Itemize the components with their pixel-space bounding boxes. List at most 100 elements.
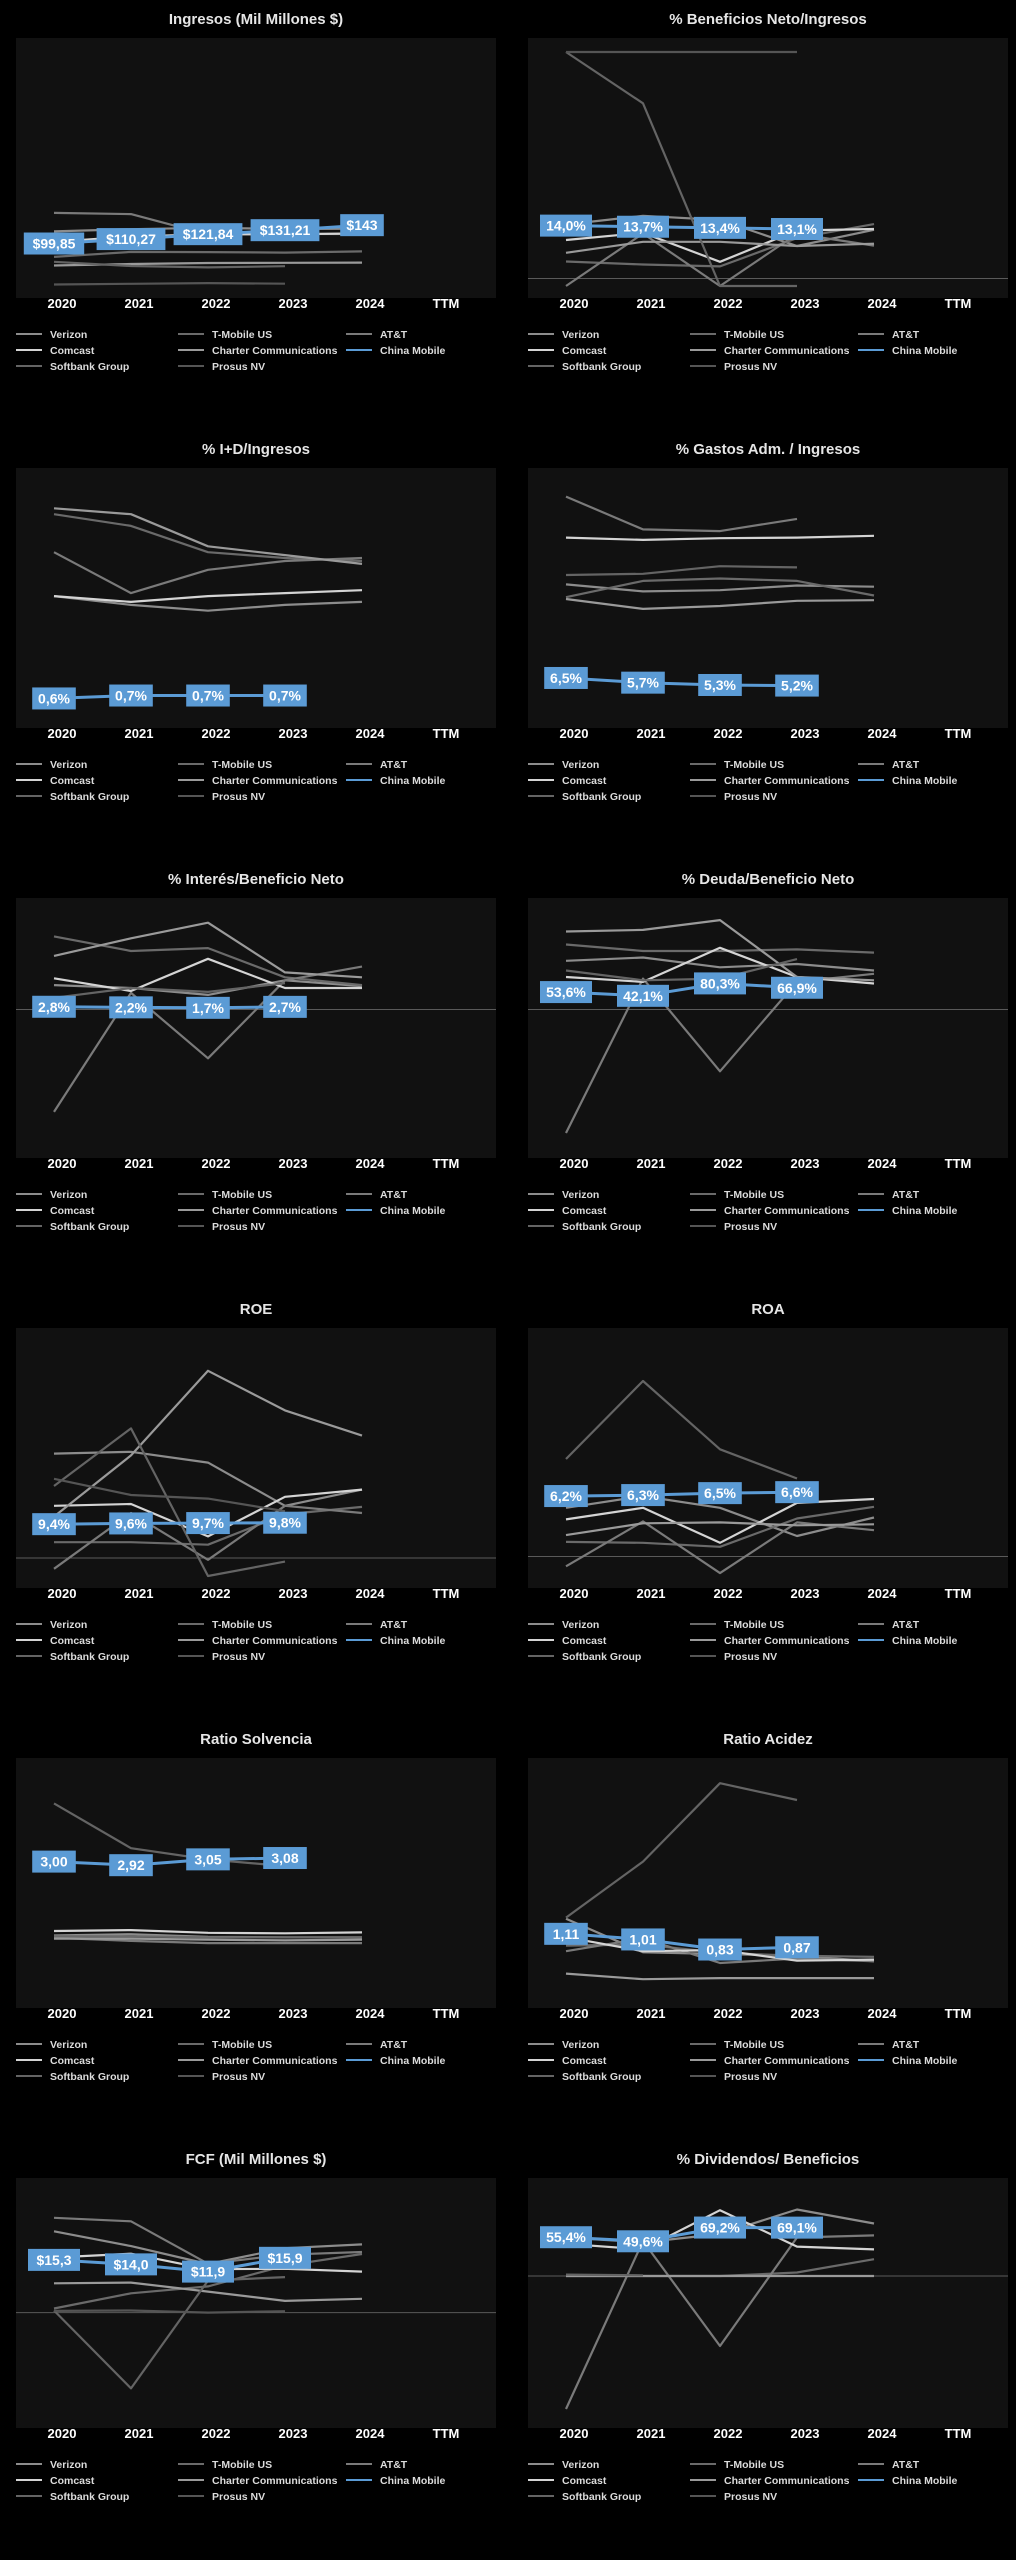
svg-text:Charter Communications: Charter Communications — [212, 1635, 338, 1647]
legend-item-t-mobile-us: T-Mobile US — [178, 2459, 272, 2471]
legend-item-comcast: Comcast — [528, 345, 607, 357]
svg-text:Softbank Group: Softbank Group — [562, 1651, 641, 1663]
svg-text:Softbank Group: Softbank Group — [50, 1651, 129, 1663]
data-label: $15,3 — [28, 2248, 80, 2271]
legend-item-at-t: AT&T — [346, 1189, 408, 1201]
legend-item-china-mobile: China Mobile — [346, 775, 445, 787]
x-tick-label: 2020 — [560, 726, 589, 741]
data-label: 9,8% — [263, 1511, 307, 1534]
data-label: 6,5% — [544, 666, 588, 689]
legend-item-at-t: AT&T — [346, 329, 408, 341]
data-label: 1,01 — [621, 1928, 665, 1951]
data-label: 9,7% — [186, 1512, 230, 1535]
svg-text:China Mobile: China Mobile — [892, 2475, 957, 2487]
svg-text:Softbank Group: Softbank Group — [562, 361, 641, 373]
data-label: 42,1% — [617, 984, 669, 1007]
svg-text:Prosus NV: Prosus NV — [212, 1651, 265, 1663]
series-line-charter-communications — [565, 240, 875, 254]
data-label: 2,2% — [109, 996, 153, 1019]
svg-text:2,8%: 2,8% — [38, 999, 70, 1015]
legend-item-softbank-group: Softbank Group — [16, 2491, 129, 2503]
svg-text:69,2%: 69,2% — [700, 2220, 740, 2236]
legend-item-t-mobile-us: T-Mobile US — [178, 1619, 272, 1631]
svg-text:Prosus NV: Prosus NV — [212, 2491, 265, 2503]
legend-item-at-t: AT&T — [858, 2459, 920, 2471]
legend-item-verizon: Verizon — [16, 759, 87, 771]
x-tick-label: 2020 — [48, 1156, 77, 1171]
legend-item-china-mobile: China Mobile — [346, 1205, 445, 1217]
data-label: $14,0 — [105, 2253, 157, 2276]
x-tick-label: 2024 — [356, 1156, 386, 1171]
series-line-china-mobile — [53, 694, 285, 700]
series-line-softbank-group — [565, 1379, 798, 1480]
chart-title: % I+D/Ingresos — [202, 441, 310, 458]
legend-item-verizon: Verizon — [528, 329, 599, 341]
svg-text:Charter Communications: Charter Communications — [724, 775, 850, 787]
svg-text:Comcast: Comcast — [562, 2055, 607, 2067]
series-line-china-mobile — [565, 224, 798, 231]
chart-panel-inter-s-beneficio-neto: % Interés/Beneficio Neto 2,8% 2,2% 1,7% 2,7%… — [6, 864, 506, 1286]
x-tick-label: 2021 — [125, 2006, 154, 2021]
series-line-softbank-group — [565, 51, 797, 288]
legend-item-at-t: AT&T — [858, 1619, 920, 1631]
legend-item-verizon: Verizon — [528, 2039, 599, 2051]
data-label: 69,1% — [771, 2216, 823, 2239]
legend-item-verizon: Verizon — [528, 2459, 599, 2471]
x-tick-label: 2024 — [356, 726, 386, 741]
chart-svg: FCF (Mil Millones $) $15,3 $14,0 $11,9 $15,9… — [16, 2151, 496, 2503]
legend-item-comcast: Comcast — [528, 775, 607, 787]
x-tick-label: 2020 — [560, 2006, 589, 2021]
series-line-softbank-group — [565, 958, 798, 982]
svg-text:Verizon: Verizon — [50, 1189, 87, 1201]
series-line-softbank-group — [53, 982, 286, 999]
svg-text:China Mobile: China Mobile — [380, 345, 445, 357]
series-line-charter-communications — [53, 1369, 363, 1518]
series-line-china-mobile — [565, 981, 798, 998]
svg-text:T-Mobile US: T-Mobile US — [212, 2039, 272, 2051]
plot-area — [528, 38, 1008, 298]
svg-text:T-Mobile US: T-Mobile US — [724, 1619, 784, 1631]
legend-item-china-mobile: China Mobile — [858, 1205, 957, 1217]
data-label: 0,7% — [186, 684, 230, 707]
legend-item-china-mobile: China Mobile — [346, 2475, 445, 2487]
svg-text:Verizon: Verizon — [50, 759, 87, 771]
svg-text:5,7%: 5,7% — [627, 675, 659, 691]
legend-item-verizon: Verizon — [16, 329, 87, 341]
x-tick-label: 2020 — [48, 2006, 77, 2021]
svg-text:Softbank Group: Softbank Group — [50, 2071, 129, 2083]
x-tick-label: 2021 — [637, 2006, 666, 2021]
series-line-china-mobile — [53, 2256, 286, 2274]
data-label: 13,7% — [617, 215, 669, 238]
svg-text:Charter Communications: Charter Communications — [724, 345, 850, 357]
svg-text:$143: $143 — [346, 217, 377, 233]
data-label: $99,85 — [23, 232, 85, 255]
x-tick-label: TTM — [433, 296, 460, 311]
legend-item-prosus-nv: Prosus NV — [178, 361, 265, 373]
data-label: 2,7% — [263, 995, 307, 1018]
svg-text:T-Mobile US: T-Mobile US — [724, 1189, 784, 1201]
x-tick-label: 2024 — [356, 2426, 386, 2441]
svg-text:AT&T: AT&T — [380, 1189, 408, 1201]
data-label: 49,6% — [617, 2230, 669, 2253]
svg-text:Prosus NV: Prosus NV — [212, 1221, 265, 1233]
legend-item-comcast: Comcast — [528, 2055, 607, 2067]
chart-panel-beneficios-neto-ingresos: % Beneficios Neto/Ingresos 14,0% 13,7% 13,4… — [518, 4, 1016, 426]
svg-text:$11,9: $11,9 — [191, 2264, 225, 2280]
x-tick-label: 2021 — [637, 1586, 666, 1601]
data-label: 55,4% — [540, 2226, 592, 2249]
svg-text:53,6%: 53,6% — [546, 984, 586, 1000]
x-tick-label: 2023 — [791, 296, 820, 311]
data-label: $143 — [340, 214, 384, 237]
chart-svg: % Deuda/Beneficio Neto 53,6% 42,1% 80,3% 66,… — [528, 871, 1008, 1233]
x-tick-label: 2022 — [202, 2426, 231, 2441]
series-line-at-t — [565, 495, 798, 533]
chart-title: % Beneficios Neto/Ingresos — [669, 11, 867, 28]
svg-text:Comcast: Comcast — [562, 345, 607, 357]
chart-svg: % Gastos Adm. / Ingresos 6,5% 5,7% 5,3% 5,2%… — [528, 441, 1008, 803]
svg-text:0,6%: 0,6% — [38, 690, 70, 706]
data-label: 53,6% — [540, 981, 592, 1004]
data-label: 3,05 — [186, 1848, 230, 1871]
svg-text:Softbank Group: Softbank Group — [50, 1221, 129, 1233]
svg-text:49,6%: 49,6% — [623, 2233, 663, 2249]
